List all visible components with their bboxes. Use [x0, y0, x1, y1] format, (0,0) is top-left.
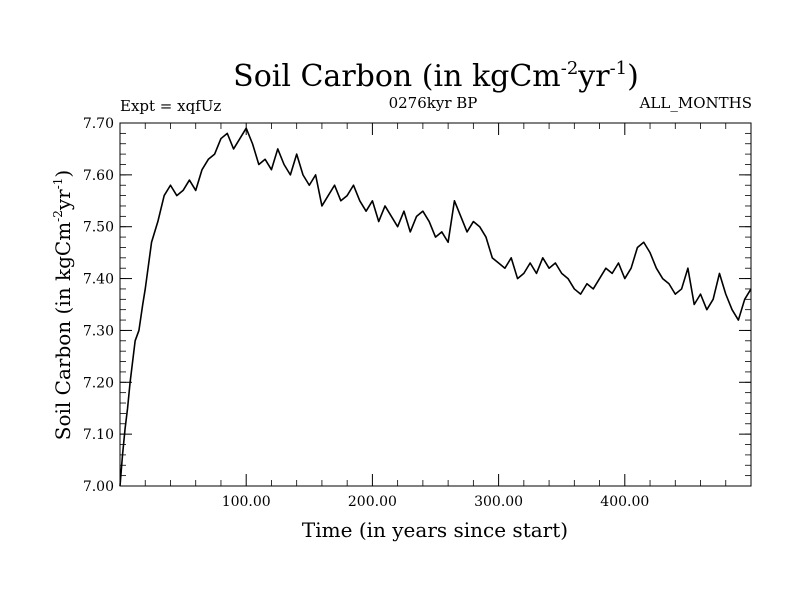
ylabel-yr: yr — [51, 189, 75, 211]
axis-ticks: 7.00 7.10 7.20 7.30 7.40 7.50 7.60 7.70 100.00 20… — [83, 116, 751, 510]
y-tick-label: 7.50 — [83, 220, 114, 236]
title-sup-yr: -1 — [610, 58, 628, 79]
period-label: 0276kyr BP — [389, 94, 478, 112]
experiment-label: Expt = xqfUz — [120, 97, 221, 115]
ylabel-sup-yr: -1 — [51, 178, 65, 190]
ylabel-sup-m: -2 — [51, 210, 65, 222]
chart-title: Soil Carbon (in kgCm-2yr-1) — [233, 58, 639, 94]
y-tick-label: 7.20 — [83, 375, 114, 391]
ylabel-main: Soil Carbon (in kgCm — [51, 222, 75, 440]
y-tick-label: 7.70 — [83, 116, 114, 132]
months-label: ALL_MONTHS — [639, 94, 752, 112]
x-tick-label: 300.00 — [474, 494, 523, 510]
title-sup-m: -2 — [561, 58, 579, 79]
y-axis-label: Soil Carbon (in kgCm-2yr-1) — [51, 170, 75, 440]
x-tick-label: 200.00 — [348, 494, 397, 510]
soil-carbon-series-line — [119, 127, 752, 487]
y-tick-label: 7.30 — [83, 323, 114, 339]
y-tick-label: 7.10 — [83, 427, 114, 443]
y-tick-label: 7.00 — [83, 479, 114, 495]
x-tick-label: 400.00 — [600, 494, 649, 510]
title-yr: yr — [577, 59, 610, 94]
x-axis-label: Time (in years since start) — [302, 518, 568, 542]
title-close: ) — [627, 59, 639, 94]
title-main: Soil Carbon (in kgCm — [233, 59, 561, 94]
y-tick-label: 7.40 — [83, 272, 114, 288]
plot-frame — [119, 122, 752, 487]
x-tick-label: 100.00 — [222, 494, 271, 510]
ylabel-close: ) — [51, 170, 75, 178]
y-tick-label: 7.60 — [83, 168, 114, 184]
